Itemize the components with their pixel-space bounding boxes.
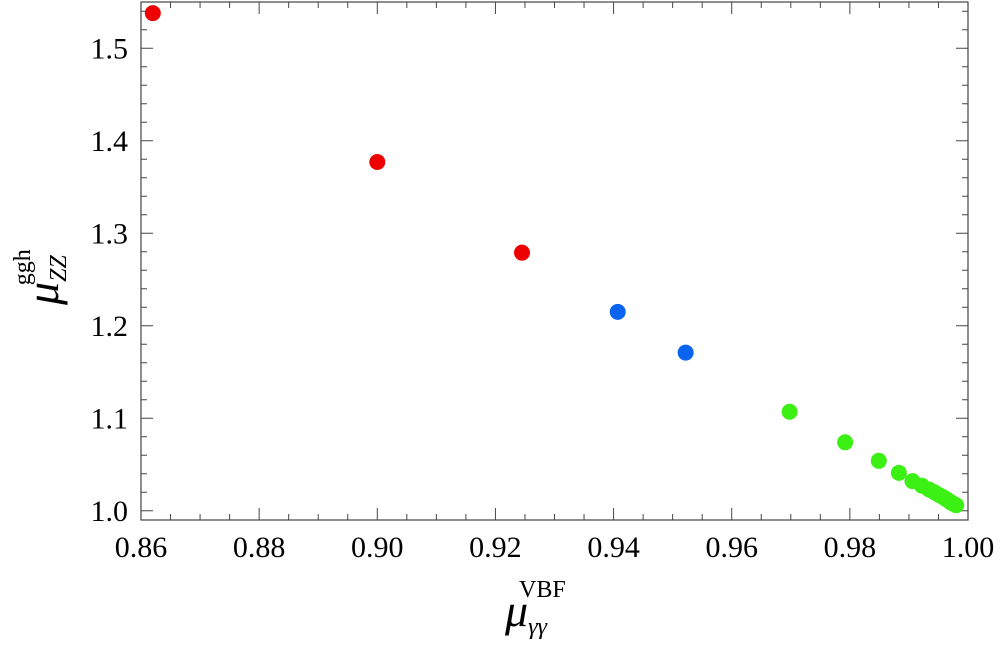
x-tick-label: 0.94 (587, 531, 640, 564)
y-tick-label: 1.3 (91, 217, 129, 250)
y-tick-label: 1.1 (91, 402, 129, 435)
data-point (514, 244, 531, 261)
data-point (609, 303, 626, 320)
x-tick-label: 0.96 (705, 531, 758, 564)
data-point (948, 497, 965, 514)
x-tick-label: 0.92 (469, 531, 522, 564)
x-tick-labels: 0.86 0.88 0.90 0.92 0.94 0.96 0.98 1.00 (115, 531, 995, 564)
y-tick-label: 1.2 (91, 310, 129, 343)
x-tick-label: 1.00 (942, 531, 995, 564)
x-tick-label: 0.88 (233, 531, 286, 564)
x-tick-label: 0.98 (824, 531, 877, 564)
y-axis-label: μZZggh (10, 249, 72, 306)
svg-text:μZZggh: μZZggh (10, 249, 72, 306)
y-tick-label: 1.0 (91, 495, 129, 528)
y-tick-labels: 1.0 1.1 1.2 1.3 1.4 1.5 (91, 32, 129, 528)
data-point (369, 154, 386, 171)
x-axis-label: μγγVBF (504, 577, 566, 640)
axis-ticks (140, 2, 969, 520)
plot-frame (140, 1, 969, 521)
data-point (144, 5, 161, 22)
data-point (781, 403, 798, 420)
data-point (890, 464, 907, 481)
y-tick-label: 1.5 (91, 32, 129, 65)
x-tick-label: 0.86 (115, 531, 168, 564)
data-point (870, 452, 887, 469)
data-points (144, 5, 965, 514)
x-tick-label: 0.90 (351, 531, 404, 564)
data-point (837, 434, 854, 451)
y-tick-label: 1.4 (91, 125, 129, 158)
data-point (677, 344, 694, 361)
